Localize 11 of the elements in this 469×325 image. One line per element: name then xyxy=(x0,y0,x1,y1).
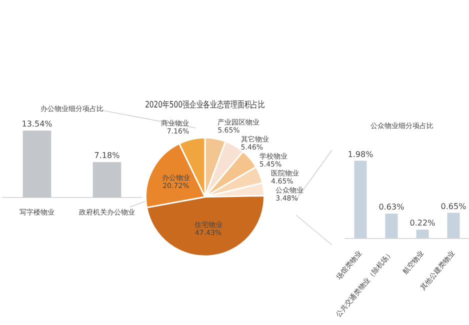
data-label: 13.54% xyxy=(22,120,53,129)
data-label: 0.22% xyxy=(410,218,436,228)
data-label: 0.65% xyxy=(440,202,467,211)
bar xyxy=(416,230,429,238)
bar xyxy=(385,214,398,238)
data-label: 0.63% xyxy=(378,202,405,212)
bar xyxy=(354,160,367,238)
data-label: 7.18% xyxy=(94,151,120,160)
data-label: 1.98% xyxy=(348,150,374,159)
bar xyxy=(447,212,460,238)
chart-title: 2020年500强企业各业态管理面积占比 xyxy=(145,100,265,110)
